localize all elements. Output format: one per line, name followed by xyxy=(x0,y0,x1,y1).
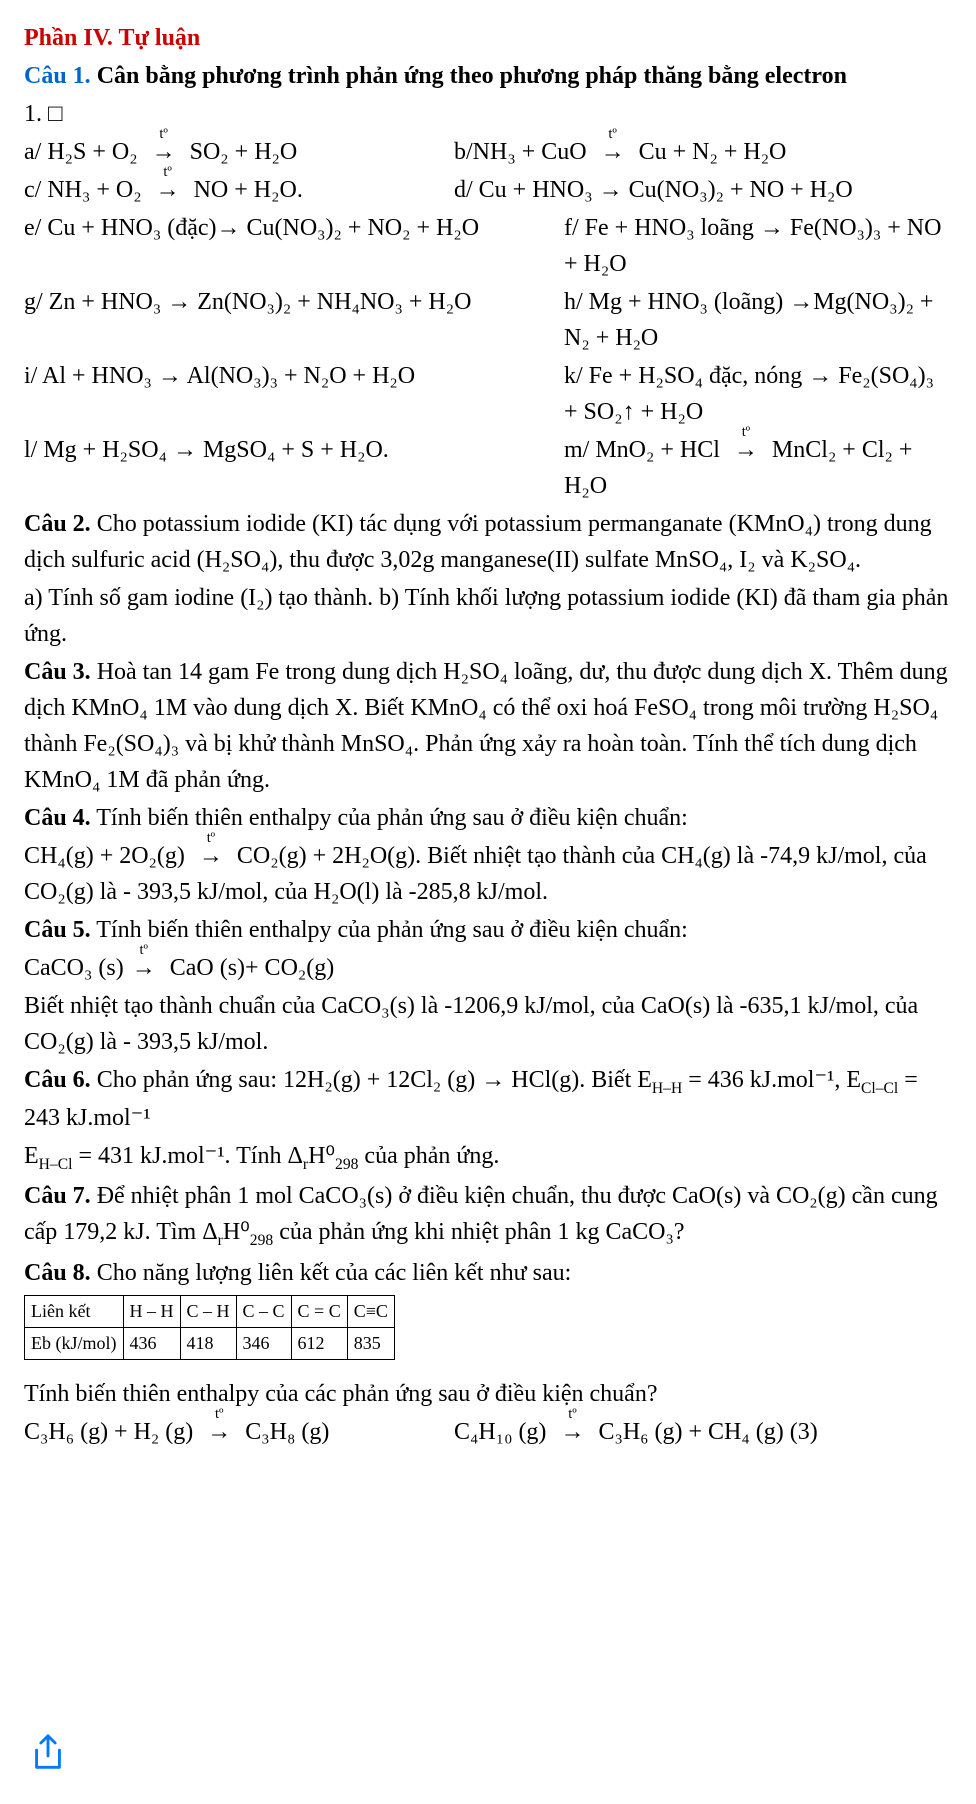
eq-g: g/ Zn + HNO₃ → Zn(NO₃)₂ + NH₄NO₃ + H₂O xyxy=(24,284,564,356)
q4-eq: CH₄(g) + 2O₂(g) → CO₂(g) + 2H₂O(g). Biết… xyxy=(24,838,952,910)
q3-body: Hoà tan 14 gam Fe trong dung dịch H₂SO₄ … xyxy=(24,659,948,793)
arrow-icon: → xyxy=(726,432,766,468)
part-title: Phần IV. Tự luận xyxy=(24,20,952,56)
arrow-icon: → xyxy=(124,950,164,986)
table-header: C – H xyxy=(180,1295,236,1327)
table-row: Liên kết H – H C – H C – C C = C C≡C xyxy=(25,1295,395,1327)
eq-l: l/ Mg + H₂SO₄ → MgSO₄ + S + H₂O. xyxy=(24,432,564,504)
q6-line2: EH–Cl = 431 kJ.mol⁻¹. Tính ΔrH⁰298 của p… xyxy=(24,1138,952,1176)
q1-text: Cân bằng phương trình phản ứng theo phươ… xyxy=(91,63,847,89)
table-header: H – H xyxy=(123,1295,180,1327)
q8-eq-b: C₄H₁₀ (g) → C₃H₆ (g) + CH₄ (g) (3) xyxy=(454,1414,952,1450)
eq-m: m/ MnO₂ + HCl → MnCl₂ + Cl₂ + H₂O xyxy=(564,432,952,504)
q6: Câu 6. Cho phản ứng sau: 12H₂(g) + 12Cl₂… xyxy=(24,1062,952,1136)
q7-title: Câu 7. xyxy=(24,1183,91,1209)
bond-table: Liên kết H – H C – H C – C C = C C≡C Eb … xyxy=(24,1295,395,1360)
arrow-icon: → xyxy=(191,838,231,874)
eq-h: h/ Mg + HNO₃ (loãng) →Mg(NO₃)₂ + N₂ + H₂… xyxy=(564,284,952,356)
table-cell: 835 xyxy=(347,1327,394,1359)
table-row: Eb (kJ/mol) 436 418 346 612 835 xyxy=(25,1327,395,1359)
eq-c: c/ NH₃ + O₂ → NO + H₂O. xyxy=(24,172,454,208)
q5-b: Biết nhiệt tạo thành chuẩn của CaCO₃(s) … xyxy=(24,988,952,1060)
q2-a: a) Tính số gam iodine (I₂) tạo thành. b)… xyxy=(24,580,952,652)
q6-title: Câu 6. xyxy=(24,1067,91,1093)
q2: Câu 2. Cho potassium iodide (KI) tác dụn… xyxy=(24,506,952,578)
q1-title: Câu 1. Cân bằng phương trình phản ứng th… xyxy=(24,58,952,94)
table-cell: 612 xyxy=(291,1327,347,1359)
eq-k: k/ Fe + H₂SO₄ đặc, nóng → Fe₂(SO₄)₃ + SO… xyxy=(564,358,952,430)
q8: Câu 8. Cho năng lượng liên kết của các l… xyxy=(24,1255,952,1291)
q5-a: Câu 5. Tính biến thiên enthalpy của phản… xyxy=(24,912,952,948)
table-header: C = C xyxy=(291,1295,347,1327)
table-header: C – C xyxy=(236,1295,291,1327)
arrow-icon: → xyxy=(593,134,633,170)
share-icon[interactable] xyxy=(30,1733,66,1784)
table-cell: 346 xyxy=(236,1327,291,1359)
table-header: C≡C xyxy=(347,1295,394,1327)
q2-title: Câu 2. xyxy=(24,511,91,537)
eq-e: e/ Cu + HNO₃ (đặc)→ Cu(NO₃)₂ + NO₂ + H₂O xyxy=(24,210,564,282)
table-cell: 436 xyxy=(123,1327,180,1359)
q3: Câu 3. Hoà tan 14 gam Fe trong dung dịch… xyxy=(24,654,952,798)
table-cell: 418 xyxy=(180,1327,236,1359)
q2-body: Cho potassium iodide (KI) tác dụng với p… xyxy=(24,511,932,573)
arrow-icon: → xyxy=(199,1414,239,1450)
eq-i: i/ Al + HNO₃ → Al(NO₃)₃ + N₂O + H₂O xyxy=(24,358,564,430)
arrow-icon: → xyxy=(148,172,188,208)
eq-f: f/ Fe + HNO₃ loãng → Fe(NO₃)₃ + NO + H₂O xyxy=(564,210,952,282)
q8-footer: Tính biến thiên enthalpy của các phản ứn… xyxy=(24,1376,952,1412)
table-cell: Eb (kJ/mol) xyxy=(25,1327,124,1359)
q8-eq-a: C₃H₆ (g) + H₂ (g) → C₃H₈ (g) xyxy=(24,1414,454,1450)
eq-d: d/ Cu + HNO₃ → Cu(NO₃)₂ + NO + H₂O xyxy=(454,172,952,208)
arrow-icon: → xyxy=(552,1414,592,1450)
eq-b: b/NH₃ + CuO → Cu + N₂ + H₂O xyxy=(454,134,952,170)
q4-title: Câu 4. xyxy=(24,805,91,831)
q8-title: Câu 8. xyxy=(24,1260,91,1286)
eq-a: a/ H₂S + O₂ → SO₂ + H₂O xyxy=(24,134,454,170)
q4-a: Câu 4. Tính biến thiên enthalpy của phản… xyxy=(24,800,952,836)
q5-title: Câu 5. xyxy=(24,917,91,943)
table-header: Liên kết xyxy=(25,1295,124,1327)
q1-label: Câu 1. xyxy=(24,63,91,89)
q3-title: Câu 3. xyxy=(24,659,91,685)
q5-eq: CaCO₃ (s)→ CaO (s)+ CO₂(g) xyxy=(24,950,952,986)
q7: Câu 7. Để nhiệt phân 1 mol CaCO₃(s) ở đi… xyxy=(24,1178,952,1252)
